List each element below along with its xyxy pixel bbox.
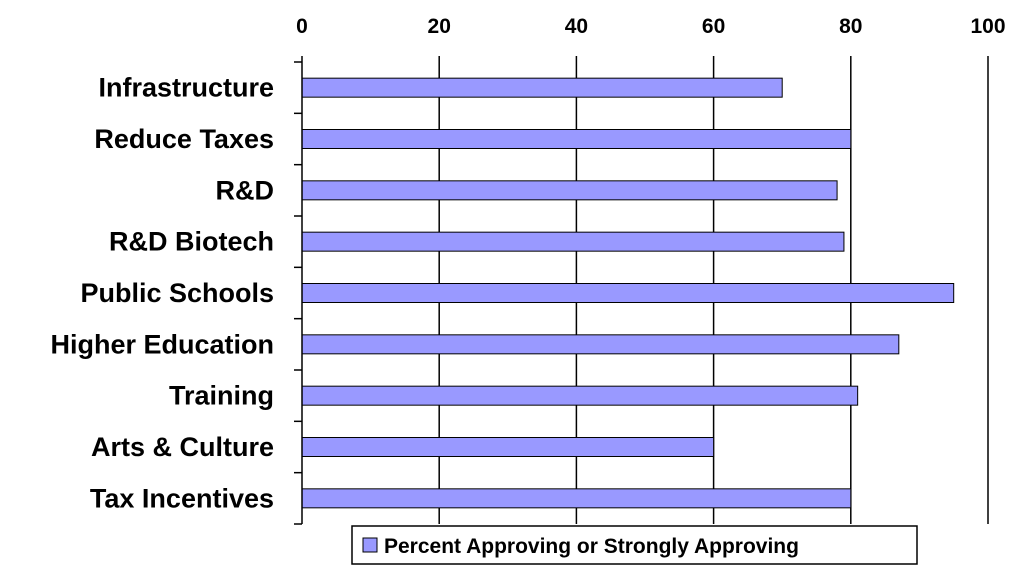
category-label: Reduce Taxes xyxy=(94,124,274,154)
category-label: R&D xyxy=(216,175,275,205)
bar-tax-incentives xyxy=(301,488,852,509)
category-label: Infrastructure xyxy=(98,73,274,103)
bar-reduce-taxes xyxy=(301,129,852,149)
x-tick-label-100: 100 xyxy=(970,15,1005,38)
bar-public-schools xyxy=(301,283,955,303)
bars xyxy=(301,77,955,509)
x-tick-label-80: 80 xyxy=(839,15,862,38)
category-label: Training xyxy=(169,381,274,411)
x-tick-labels: 0 20 40 60 80 100 xyxy=(296,15,1005,38)
bar-r-d xyxy=(301,180,838,201)
legend-swatch xyxy=(362,537,378,553)
bar-arts-culture xyxy=(301,437,715,457)
bar-higher-education xyxy=(301,334,900,355)
legend-box xyxy=(351,525,918,565)
category-label: Public Schools xyxy=(80,278,274,308)
category-label: Arts & Culture xyxy=(91,432,274,462)
bar-training xyxy=(301,385,859,406)
bar-infrastructure xyxy=(301,77,783,98)
x-tick-label-40: 40 xyxy=(565,15,588,38)
x-tick-label-0: 0 xyxy=(296,15,308,38)
bar-r-d-biotech xyxy=(301,231,845,252)
category-label: Tax Incentives xyxy=(90,483,274,513)
axes xyxy=(294,56,989,525)
x-tick-label-60: 60 xyxy=(702,15,725,38)
category-labels: Infrastructure Reduce Taxes R&D R&D Biotech… xyxy=(50,73,274,514)
legend-label: Percent Approving or Strongly Approving xyxy=(384,535,799,558)
category-label: R&D Biotech xyxy=(109,227,274,257)
category-label: Higher Education xyxy=(50,329,274,359)
legend: Percent Approving or Strongly Approving xyxy=(351,525,918,565)
x-tick-label-20: 20 xyxy=(428,15,451,38)
